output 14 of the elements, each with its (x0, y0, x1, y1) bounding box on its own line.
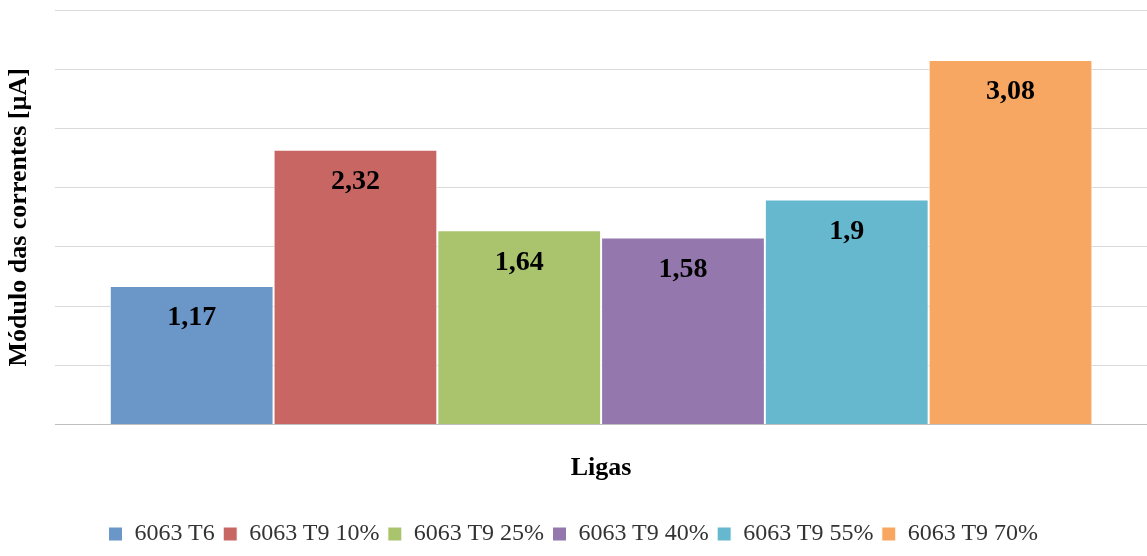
data-label: 1,58 (658, 251, 708, 283)
legend-label: 6063 T9 10% (249, 519, 380, 546)
x-axis-title: Ligas (570, 452, 632, 482)
y-axis-title: Módulo das correntes [µA] (3, 68, 33, 367)
data-label: 1,9 (829, 213, 865, 245)
legend-label: 6063 T9 40% (578, 519, 709, 546)
data-label: 1,64 (494, 244, 544, 276)
data-label: 2,32 (330, 164, 380, 196)
legend-label: 6063 T9 55% (743, 519, 874, 546)
legend-label: 6063 T9 25% (413, 519, 545, 546)
data-label: 1,17 (167, 300, 217, 332)
data-label: 3,08 (986, 74, 1036, 106)
legend-label: 6063 T9 70% (907, 519, 1039, 546)
legend-label: 6063 T6 (134, 519, 215, 546)
